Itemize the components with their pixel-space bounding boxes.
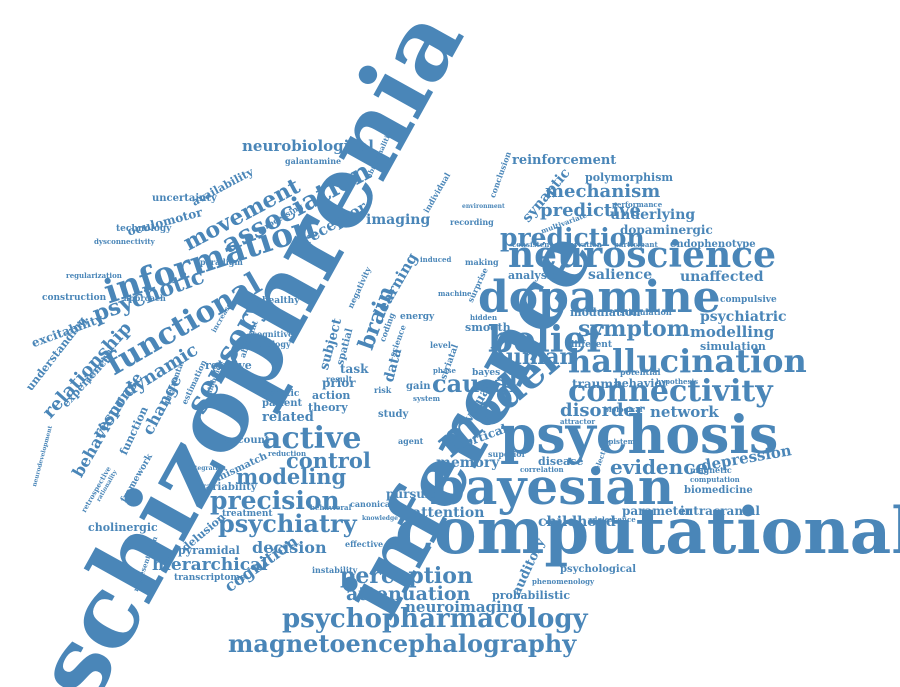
word-approach: approach [124,294,166,302]
word-conclusion: conclusion [488,150,512,198]
word-treatment: treatment [222,510,273,519]
word-account: account [225,436,270,446]
word-simulation: simulation [700,341,766,352]
word-energy: energy [400,313,434,322]
word-level: level [430,341,451,349]
word-compulsive: compulsive [720,296,777,305]
word-underlying: underlying [610,208,695,222]
word-correlation: correlation [520,466,564,473]
word-unaffected: unaffected [680,270,764,284]
word-consistent: consistent [512,241,553,248]
word-performance: performance [612,201,662,208]
word-magnetic: magnetic [690,466,732,474]
word-biomedicine: biomedicine [684,486,753,496]
word-regularization: regularization [66,272,122,279]
word-behavioral: behavioral [310,504,351,511]
word-making: making [465,258,499,266]
word-network: network [650,405,719,420]
word-analysis: analysis [508,270,557,281]
word-action: action [312,390,350,401]
word-salience: salience [588,268,652,282]
word-result: result [326,375,352,383]
word-potential: potential [620,368,661,376]
word-patient: patient [262,399,302,409]
word-psychological: psychological [560,565,636,575]
word-cholinergic: cholinergic [88,522,158,533]
word-phenomenology: phenomenology [532,578,594,585]
word-instability: instability [312,566,357,574]
word-induced: induced [420,256,451,263]
word-neurodevelopment: neurodevelopment [32,425,54,487]
word-pursuit: pursuit [386,488,435,500]
word-genetic: genetic [262,390,299,399]
word-endophenotype: endophenotype [670,240,756,250]
word-paradigm: paradigm [200,258,243,266]
word-pyramidal: pyramidal [178,545,240,556]
word-transcriptome: transcriptome [174,574,246,583]
word-symptom: symptom [578,318,690,340]
word-system: system [413,395,440,402]
word-construction: construction [42,294,106,303]
word-individual: individual [422,171,451,214]
word-polymorphism: polymorphism [585,172,673,183]
word-knowledge: knowledge [362,516,398,522]
word-uncertainty: uncertainty [152,194,217,204]
word-cognitive: cognitive [252,330,293,338]
word-magnetoencephalography: magnetoencephalography [228,632,576,656]
word-smooth: smooth [465,322,511,333]
word-gain: gain [406,382,431,392]
word-computation: computation [690,476,740,483]
word-dopaminergic: dopaminergic [620,224,713,236]
word-reinforcement: reinforcement [512,154,616,167]
word-human: human [490,346,576,368]
word-environment: environment [462,204,505,210]
word-bayes: bayes [472,369,500,378]
word-attractor: attractor [560,418,595,425]
word-agent: agent [398,437,423,445]
word-hypothesis: hypothesis [656,378,698,385]
word-reduction: reduction [268,450,306,457]
word-adolescence: adolescence [588,516,636,523]
word-attention: attention [412,506,484,520]
word-risk: risk [374,386,391,394]
word-biology: biology [258,340,291,348]
word-neurobiological: neurobiological [242,139,374,154]
word-intracranial: intracranial [680,505,760,517]
word-participant: participant [614,241,658,248]
word-dysconnectivity: dysconnectivity [94,238,155,245]
word-technology: technology [116,225,171,234]
word-hidden: hidden [470,314,497,321]
word-theory: theory [308,402,348,413]
word-healthy: healthy [262,297,299,306]
word-galantamine: galantamine [285,157,341,165]
word-imaging: imaging [366,213,430,227]
word-integration: integration [188,466,226,472]
word-observation: observation [556,241,602,248]
word-probabilistic: probabilistic [492,590,570,601]
word-neuroimaging: neuroimaging [405,600,523,615]
word-phase: phase [433,367,456,374]
word-canonical: canonical [350,500,393,508]
word-effective: effective [345,540,383,548]
word-biological: biological [604,406,643,413]
word-different: different [568,341,612,350]
word-stimulation: stimulation [620,308,672,316]
word-variability: variability [200,483,257,493]
word-modelling: modelling [690,325,774,340]
word-related: related [262,411,314,424]
word-recording: recording [450,218,494,226]
word-psychiatric: psychiatric [700,310,787,324]
word-study: study [378,410,408,420]
word-superior: superior [488,450,526,458]
